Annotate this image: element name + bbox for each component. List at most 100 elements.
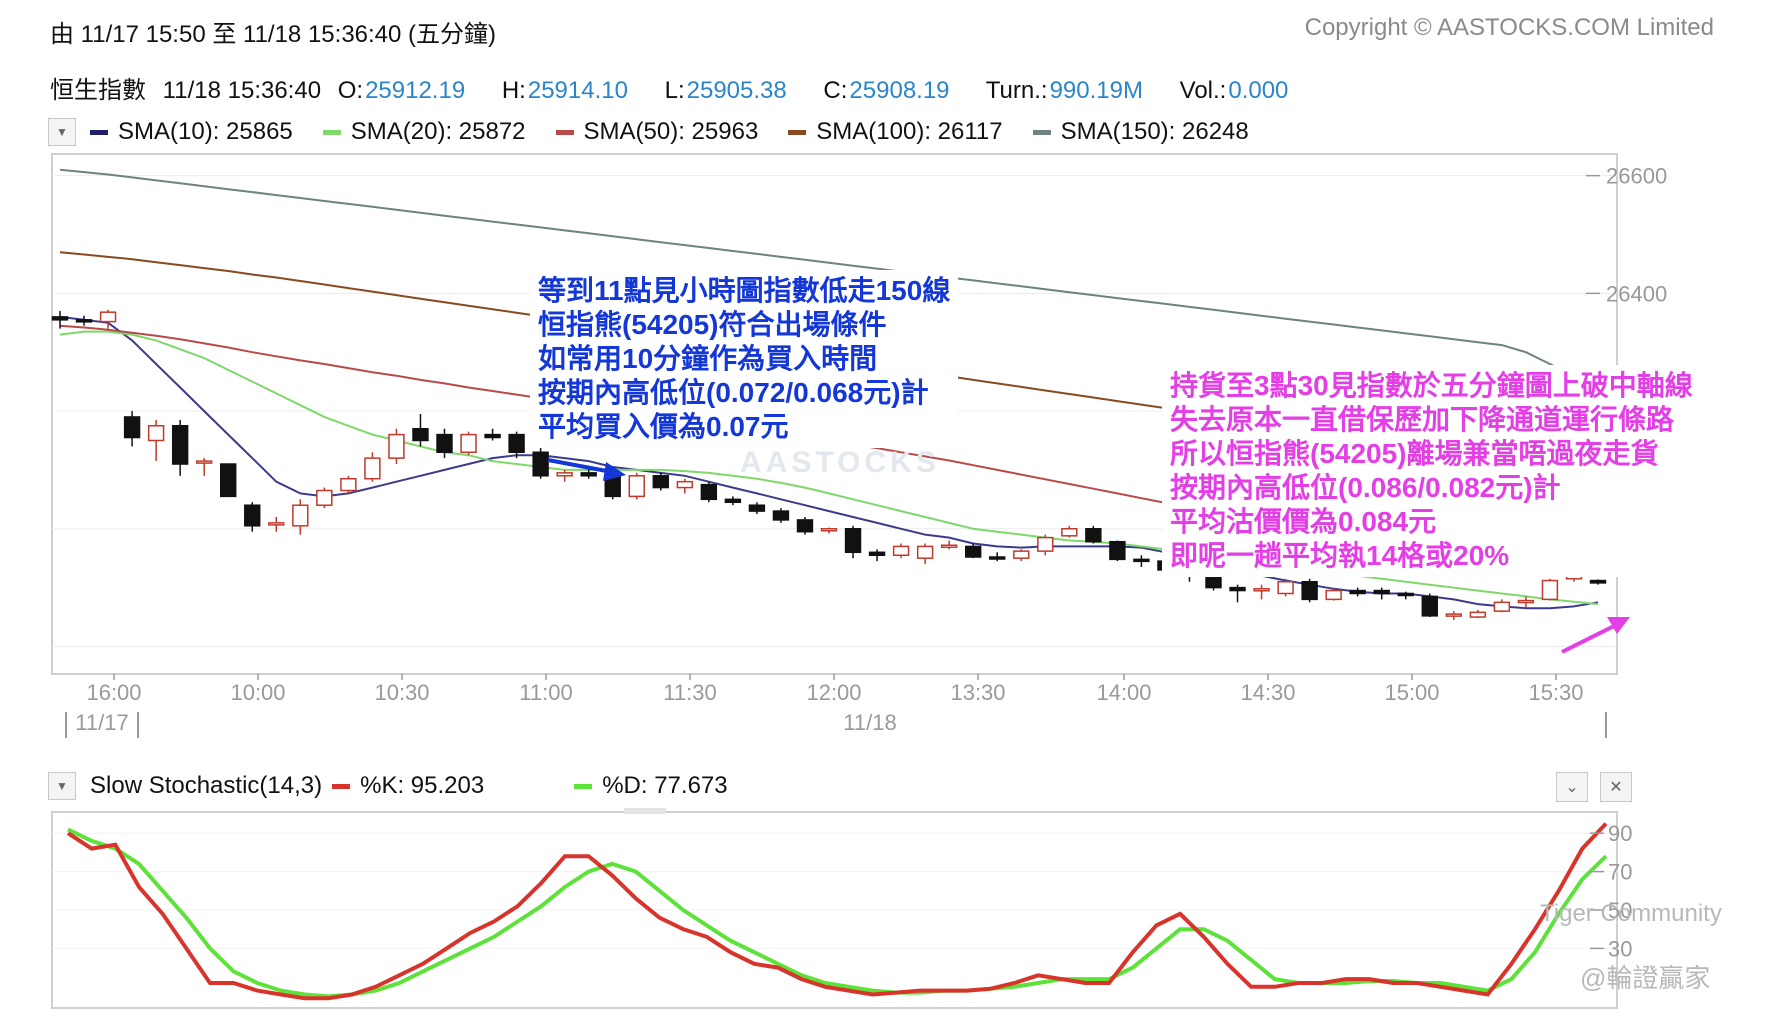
author-watermark: @輪證贏家 [1580, 963, 1711, 993]
candle [724, 496, 742, 506]
x-tick-label: 11:00 [519, 680, 572, 705]
close-pane-button[interactable]: ✕ [1600, 772, 1632, 802]
candle-body [1301, 580, 1318, 601]
legend-sma100: SMA(100): 26117 [788, 118, 1003, 146]
candle-body [268, 522, 285, 526]
stoch-y-tick-label: 30 [1608, 936, 1632, 961]
turnover-value: 990.19M [1049, 77, 1143, 104]
caret-down-icon: ▼ [56, 125, 68, 139]
candle-body [460, 433, 477, 454]
candle-body [676, 480, 694, 489]
candle [652, 472, 669, 491]
candle [1493, 599, 1511, 613]
y-axis-ticks: 26400 26600 [1586, 164, 1667, 306]
open-label: O: [337, 77, 364, 104]
candle [171, 419, 189, 476]
annotation-line: 按期內高低位(0.086/0.082元)計 [1170, 472, 1561, 503]
collapse-pane-button[interactable]: ⌄ [1556, 772, 1588, 802]
candle-body [964, 545, 982, 558]
candle [1325, 587, 1342, 601]
candle-body [292, 504, 309, 527]
candle [220, 463, 237, 498]
candle-body [844, 528, 862, 554]
annotation-line: 按期內高低位(0.072/0.068元)計 [538, 377, 929, 408]
candle-body [436, 433, 453, 454]
candle [1253, 584, 1270, 600]
x-tick-label: 10:00 [230, 680, 285, 705]
candle [964, 543, 982, 559]
candle [1301, 578, 1318, 603]
legend-sma50: SMA(50): 25963 [555, 118, 758, 146]
candle-body [556, 472, 573, 477]
candle [1061, 525, 1078, 538]
pane-resize-handle[interactable] [624, 808, 666, 814]
candle-body [388, 433, 405, 459]
copyright: Copyright © AASTOCKS.COM Limited [1304, 14, 1714, 41]
date-label: 11/17 [75, 710, 128, 735]
legend-label: %D: 77.673 [602, 772, 728, 799]
overlay-dropdown-button[interactable]: ▼ [48, 118, 76, 146]
candle [700, 481, 718, 503]
candle [364, 452, 381, 482]
indicator-dropdown-button[interactable]: ▼ [48, 772, 76, 800]
candle-body [1469, 611, 1487, 618]
candle-body [532, 451, 549, 477]
annotation-line: 平均買入價為0.07元 [538, 411, 789, 442]
candle [412, 414, 429, 447]
high-value: 25914.10 [527, 77, 628, 104]
candle [989, 552, 1006, 562]
candle-body [1397, 592, 1414, 597]
blue-arrow [547, 458, 626, 481]
legend-label: SMA(100): 26117 [816, 118, 1003, 145]
magenta-arrow [1561, 617, 1630, 654]
candle-body [580, 472, 597, 477]
annotation-line: 持貨至3點30見指數於五分鐘圖上破中軸線 [1170, 370, 1693, 401]
candle [1229, 584, 1246, 603]
candle [460, 431, 477, 456]
candle-body [868, 551, 886, 556]
candle [844, 525, 862, 559]
low-label: L: [664, 77, 685, 104]
candle-body [1133, 558, 1150, 563]
legend-label: SMA(150): 26248 [1060, 118, 1249, 145]
chevron-down-icon: ⌄ [1565, 779, 1579, 796]
legend-sma20: SMA(20): 25872 [322, 118, 526, 146]
candle-body [700, 483, 718, 501]
candle-body [244, 504, 261, 527]
candle [1349, 587, 1366, 597]
caret-down-icon: ▼ [56, 779, 68, 793]
candle-body [724, 498, 742, 504]
candle-body [916, 545, 934, 559]
legend-label: SMA(20): 25872 [350, 118, 526, 145]
candle [508, 431, 525, 459]
legend-sma150: SMA(150): 26248 [1032, 118, 1249, 146]
candle-body [123, 416, 141, 439]
candle-body [820, 528, 838, 532]
candle-body [1229, 586, 1246, 592]
x-tick-label: 10:30 [374, 680, 429, 705]
x-tick-label: 16:00 [86, 680, 141, 705]
candle [796, 516, 814, 535]
x-tick-label: 15:30 [1528, 680, 1583, 705]
x-tick-label: 13:30 [950, 680, 1005, 705]
aastocks-watermark: AASTOCKS [740, 446, 940, 479]
candle [868, 549, 886, 562]
x-tick-label: 14:30 [1240, 680, 1295, 705]
candle [676, 478, 694, 494]
legend-sma10: SMA(10): 25865 [90, 118, 293, 146]
candle [1013, 549, 1030, 562]
candle [892, 543, 910, 559]
annotation-line: 恒指熊(54205)符合出場條件 [538, 309, 887, 340]
candle [99, 309, 117, 329]
candle-body [1325, 589, 1342, 601]
x-tick-label: 14:00 [1096, 680, 1151, 705]
candle-body [1253, 588, 1270, 592]
candle-body [1061, 528, 1078, 537]
candle [820, 527, 838, 534]
legend-swatch [555, 129, 574, 135]
stoch-y-tick-label: 50 [1608, 898, 1632, 923]
candle-body [1517, 599, 1535, 604]
tiger-community-watermark: Tiger Community [1540, 900, 1722, 927]
volume-value: 0.000 [1228, 77, 1289, 104]
candle [604, 472, 621, 500]
